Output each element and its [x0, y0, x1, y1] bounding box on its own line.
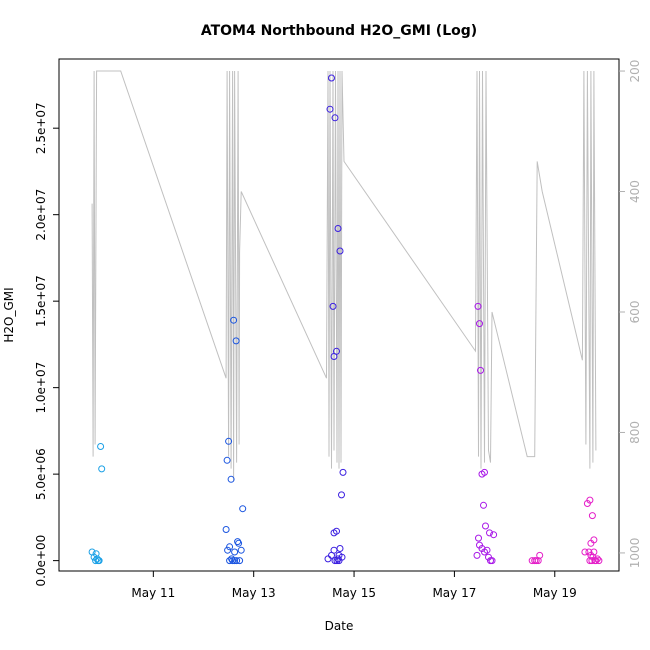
- data-point: [336, 545, 344, 552]
- data-point: [474, 302, 482, 310]
- x-tick-label: May 19: [533, 586, 577, 600]
- data-point: [328, 74, 335, 82]
- y2-tick-label: 400: [628, 180, 642, 203]
- data-point: [239, 505, 247, 513]
- y2-tick-label: 1000: [628, 538, 642, 569]
- data-point: [331, 557, 339, 565]
- data-point: [222, 526, 230, 533]
- data-point: [226, 557, 234, 565]
- data-point: [338, 491, 345, 499]
- data-point: [477, 366, 484, 374]
- data-point: [331, 114, 339, 122]
- data-point: [236, 557, 244, 565]
- plot-frame: [58, 58, 620, 572]
- data-point: [595, 557, 603, 565]
- data-point: [231, 557, 239, 565]
- data-point: [532, 557, 540, 565]
- data-point: [230, 316, 238, 324]
- data-point: [333, 527, 340, 535]
- y-tick-label: 5.0e+06: [34, 448, 48, 500]
- data-point: [231, 548, 239, 556]
- y2-tick-label: 800: [628, 421, 642, 444]
- x-axis-label: Date: [325, 619, 354, 633]
- x-tick-label: May 13: [232, 586, 276, 600]
- data-point: [536, 551, 544, 559]
- data-point: [336, 247, 344, 255]
- data-point: [339, 468, 347, 476]
- data-point: [480, 501, 487, 509]
- data-point: [487, 557, 494, 565]
- data-point: [97, 443, 105, 450]
- data-point: [226, 543, 234, 551]
- data-point: [92, 557, 100, 565]
- y-axis-left: 0.0e+00 5.0e+06 1.0e+07 1.5e+07 2.0e+07 2.5e+…: [34, 102, 59, 587]
- data-point: [98, 465, 106, 473]
- data-point: [588, 512, 596, 520]
- data-point: [590, 548, 598, 556]
- data-point: [586, 557, 594, 565]
- data-point: [335, 551, 343, 559]
- data-point: [229, 557, 237, 565]
- data-point: [237, 546, 245, 554]
- x-tick-label: May 11: [131, 586, 175, 600]
- data-point: [234, 538, 242, 546]
- data-point: [482, 522, 489, 530]
- data-point: [334, 225, 342, 232]
- x-tick-label: May 17: [432, 586, 476, 600]
- data-point: [590, 536, 598, 544]
- data-point: [326, 105, 334, 113]
- data-point: [333, 347, 340, 355]
- data-point: [585, 548, 593, 556]
- data-point: [486, 529, 493, 537]
- data-point: [233, 557, 241, 565]
- scatter-points-layer: [88, 74, 603, 565]
- data-point: [93, 555, 101, 563]
- data-point: [490, 531, 498, 539]
- data-point: [232, 337, 240, 345]
- data-point: [92, 550, 100, 558]
- y-tick-label: 2.5e+07: [34, 102, 48, 154]
- y-tick-label: 2.0e+07: [34, 189, 48, 241]
- data-point: [330, 546, 338, 554]
- data-point: [324, 555, 332, 563]
- data-point: [95, 557, 103, 565]
- y-tick-label: 1.0e+07: [34, 362, 48, 414]
- pressure-trace-layer: [91, 70, 597, 481]
- pressure-trace-line: [91, 70, 597, 481]
- y-tick-label: 1.5e+07: [34, 275, 48, 327]
- data-point: [481, 468, 488, 476]
- x-axis: May 11 May 13 May 15 May 17 May 19: [131, 571, 577, 600]
- data-point: [223, 456, 231, 464]
- y-tick-label: 0.0e+00: [34, 535, 48, 587]
- data-point: [586, 496, 594, 504]
- data-point: [225, 437, 233, 445]
- data-point: [476, 320, 483, 328]
- chart-title: ATOM4 Northbound H2O_GMI (Log): [201, 23, 477, 39]
- data-point: [581, 548, 589, 556]
- data-point: [227, 475, 235, 483]
- data-point: [235, 539, 243, 547]
- data-point: [475, 534, 482, 542]
- y-axis-label: H2O_GMI: [2, 287, 16, 342]
- x-tick-label: May 15: [332, 586, 376, 600]
- y-axis-right: 200 400 600 800 1000: [619, 60, 642, 569]
- y2-tick-label: 200: [628, 60, 642, 83]
- y2-tick-label: 600: [628, 301, 642, 324]
- data-point: [588, 557, 596, 565]
- data-point: [329, 302, 337, 310]
- data-point: [483, 546, 491, 554]
- data-point: [473, 551, 481, 559]
- data-point: [224, 546, 232, 554]
